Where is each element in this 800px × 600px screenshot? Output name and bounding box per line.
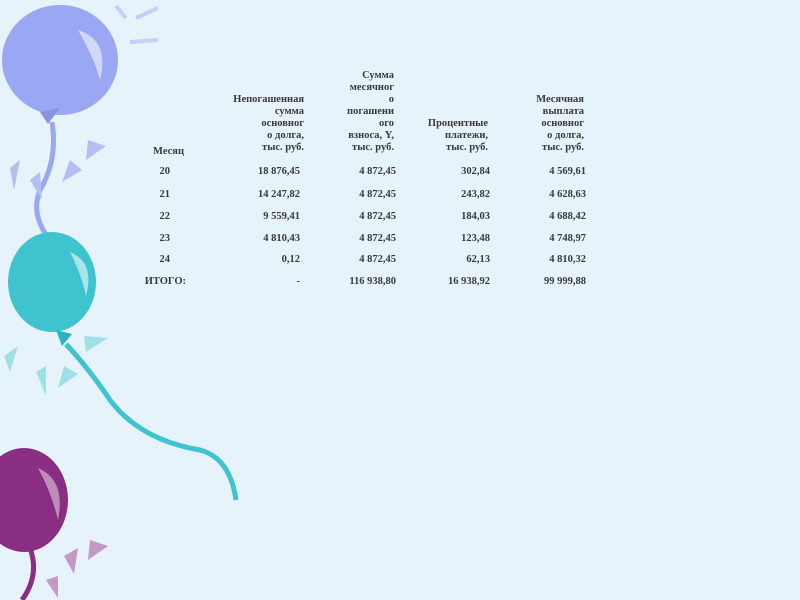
total-label: ИТОГО: xyxy=(144,276,186,287)
cyan-balloon-icon xyxy=(4,232,239,501)
table-cell: 18 876,45 xyxy=(258,166,300,177)
table-cell: 9 559,41 xyxy=(263,211,300,222)
table-cell: 62,13 xyxy=(466,254,490,265)
table-cell: 4 872,45 xyxy=(359,189,396,200)
table-cell: 22 xyxy=(159,211,171,222)
table-cell: 99 999,88 xyxy=(544,276,586,287)
table-cell: 123,48 xyxy=(461,233,490,244)
table-cell: 4 872,45 xyxy=(359,166,396,177)
table-cell: - xyxy=(296,276,301,287)
table-cell: 24 xyxy=(159,254,171,265)
table-cell: 116 938,80 xyxy=(349,276,396,287)
blue-balloon-icon xyxy=(2,4,159,242)
header-month: Месяц xyxy=(153,146,184,157)
header-monthly-payment: Сумма месячног о погашени ого взноса, Y,… xyxy=(347,70,394,153)
header-interest-payments: Процентные платежи, тыс. руб. xyxy=(427,118,488,153)
purple-balloon-icon xyxy=(0,448,108,600)
table-cell: 0,12 xyxy=(281,254,300,265)
header-outstanding-debt: Непогашенная сумма основног о долга, тыс… xyxy=(233,94,304,153)
table-cell: 14 247,82 xyxy=(258,189,300,200)
table-cell: 4 688,42 xyxy=(549,211,586,222)
table-cell: 4 748,97 xyxy=(549,233,586,244)
table-cell: 21 xyxy=(159,189,171,200)
table-cell: 4 810,32 xyxy=(549,254,586,265)
table-cell: 4 569,61 xyxy=(549,166,586,177)
table-cell: 4 872,45 xyxy=(359,211,396,222)
table-cell: 16 938,92 xyxy=(448,276,490,287)
table-cell: 23 xyxy=(159,233,171,244)
table-cell: 4 628,63 xyxy=(549,189,586,200)
table-cell: 302,84 xyxy=(461,166,490,177)
table-cell: 4 872,45 xyxy=(359,233,396,244)
table-cell: 20 xyxy=(159,166,171,177)
table-cell: 4 872,45 xyxy=(359,254,396,265)
table-cell: 184,03 xyxy=(461,211,490,222)
table-cell: 4 810,43 xyxy=(263,233,300,244)
header-principal-payment: Месячная выплата основног о долга, тыс. … xyxy=(536,94,584,153)
table-cell: 243,82 xyxy=(461,189,490,200)
